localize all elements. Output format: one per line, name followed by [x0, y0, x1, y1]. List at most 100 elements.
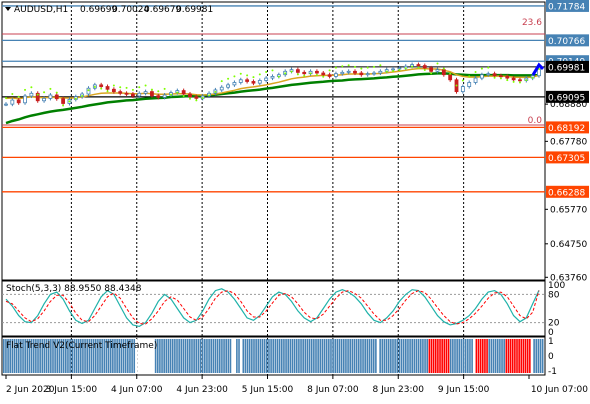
candle-body	[245, 79, 250, 82]
flat-trend-bar	[186, 339, 189, 373]
candle-body	[156, 95, 161, 98]
psar-dot	[252, 76, 255, 79]
flat-trend-bar	[41, 339, 44, 373]
flat-trend-bar	[405, 339, 407, 373]
price-series	[4, 62, 545, 125]
flat-trend-bar	[152, 339, 155, 373]
flat-trend-bar	[430, 339, 433, 373]
flat-trend-bar	[112, 339, 114, 373]
psar-dot	[138, 86, 141, 89]
stoch-signal-line	[5, 290, 540, 325]
flat-trend-bar	[251, 339, 253, 373]
price-level-label: 0.69981	[548, 63, 585, 73]
x-tick-label: 5 Jun 15:00	[242, 385, 294, 395]
flat-trend-bar	[522, 339, 525, 373]
flat-trend-bar	[447, 339, 450, 373]
flat-trend-label: Flat Trend V2(Current Timeframe)	[6, 341, 157, 351]
psar-dot	[182, 95, 185, 98]
flat-trend-bar	[400, 339, 403, 373]
flat-trend-bar	[191, 339, 193, 373]
candle-body	[359, 72, 364, 76]
psar-dot	[271, 69, 274, 72]
psar-dot	[322, 75, 325, 78]
candle-body	[111, 88, 116, 93]
candle-body	[238, 79, 243, 83]
psar-dot	[398, 68, 401, 71]
flat-trend-bar	[394, 339, 396, 373]
stoch-label: Stoch(5,3,3) 88.9550 88.4348	[6, 284, 142, 294]
candle-body	[327, 74, 332, 77]
psar-dot	[195, 99, 198, 102]
candle-body	[23, 95, 27, 104]
flat-trend-bar	[124, 339, 127, 373]
flat-trend-bar	[133, 339, 136, 373]
price-level-badge	[546, 90, 589, 103]
flat-trend-bar	[244, 339, 247, 373]
flat-trend-bar	[345, 339, 347, 373]
psar-dot	[468, 75, 471, 78]
flat-trend-bar	[120, 339, 123, 373]
flat-trend-bar	[103, 339, 106, 373]
x-tick-label: 2 Jun 2020	[6, 385, 55, 395]
flat-trend-bar	[419, 339, 422, 373]
flat-trend-bar	[377, 339, 379, 373]
candle-body	[473, 77, 478, 83]
flat-trend-bar	[268, 339, 270, 373]
psar-dot	[214, 90, 217, 93]
flat-trend-bar	[180, 339, 183, 373]
psar-dot	[499, 77, 502, 80]
psar-dot	[328, 69, 331, 72]
x-tick-label: 3 Jun 15:00	[46, 385, 98, 395]
psar-dot	[423, 68, 426, 71]
psar-dot	[392, 69, 395, 72]
collapse-triangle-icon[interactable]	[5, 7, 11, 11]
psar-dot	[525, 79, 528, 82]
flat-trend-bar	[313, 339, 315, 373]
flat-trend-bar	[428, 339, 431, 373]
x-tick-label: 8 Jun 07:00	[307, 385, 359, 395]
candle-body	[150, 91, 154, 97]
flat-trend-bar	[387, 339, 390, 373]
flat-trend-bar	[225, 339, 227, 373]
flat-trend-bar	[364, 339, 366, 373]
price-levels: 0.717840.707660.701490.699810.690950.681…	[2, 0, 589, 198]
psar-dot	[30, 86, 33, 89]
psar-dot	[417, 66, 420, 69]
flat-trend-bar	[396, 339, 399, 373]
flat-trend-bar	[129, 339, 131, 373]
flat-trend-bar	[182, 339, 185, 373]
flat-trend-bar	[206, 339, 208, 373]
flat-trend-bar	[379, 339, 381, 373]
candle-body	[365, 73, 370, 76]
flat-trend-bar	[383, 339, 386, 373]
psar-dot	[518, 81, 521, 84]
candle-body	[429, 67, 434, 72]
flat-trend-bar	[456, 339, 458, 373]
flat-trend-bar	[454, 339, 456, 373]
flat-trend-bar	[492, 339, 495, 373]
flat-trend-bar	[323, 339, 326, 373]
flat-trend-bar	[255, 339, 257, 373]
flat-trend-bar	[293, 339, 296, 373]
flat-trend-bar	[165, 339, 168, 373]
flat-trend-bar	[3, 339, 5, 373]
signal-arrow-icon	[531, 62, 545, 76]
flat-trend-bar	[372, 339, 375, 373]
flat-trend-bar	[35, 339, 37, 373]
stoch-tick-label: 80	[548, 290, 560, 300]
flat-trend-bar	[308, 339, 311, 373]
flat-trend-bar	[298, 339, 300, 373]
psar-dot	[11, 92, 14, 95]
price-level-label: 0.69095	[548, 93, 585, 103]
flat-trend-bar	[11, 339, 14, 373]
flat-trend-bar	[441, 339, 443, 373]
flat-trend-bar	[32, 339, 35, 373]
candle-body	[232, 82, 237, 86]
ohlc-close: 0.69981	[176, 5, 213, 15]
flat-trend-bar	[7, 339, 9, 373]
flat-trend-bar	[141, 339, 144, 373]
candle-body	[378, 70, 383, 74]
flat-trend-bar	[338, 339, 341, 373]
